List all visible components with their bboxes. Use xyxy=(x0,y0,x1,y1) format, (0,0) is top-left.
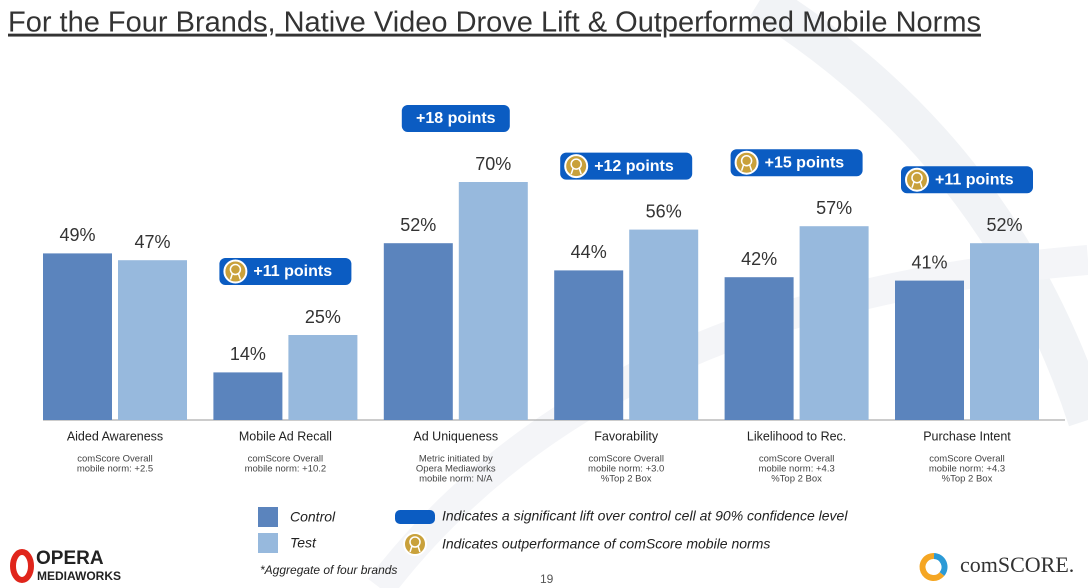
data-label: 47% xyxy=(134,232,170,252)
lift-badge xyxy=(901,166,1033,194)
medal-icon-ribbon xyxy=(570,167,582,175)
medal-icon xyxy=(734,150,759,175)
category-note: mobile norm: +10.2 xyxy=(245,464,327,475)
bar xyxy=(724,277,794,420)
lift-badge-text: +18 points xyxy=(416,110,496,127)
category-note: comScore Overall xyxy=(759,454,835,465)
category-note: %Top 2 Box xyxy=(601,474,652,485)
medal-icon xyxy=(564,154,589,179)
bar xyxy=(970,243,1039,420)
category-note: %Top 2 Box xyxy=(942,474,993,485)
comscore-logo-mark xyxy=(919,553,945,581)
medal-icon-inner xyxy=(570,158,582,170)
medal-icon-inner xyxy=(740,154,753,167)
bar xyxy=(118,260,187,420)
medal-icon xyxy=(223,259,248,284)
category-note: mobile norm: +3.0 xyxy=(588,464,664,475)
data-label: 14% xyxy=(230,344,266,364)
comscore-logo-text: comSCORE. xyxy=(960,552,1074,577)
legend-swatch xyxy=(258,533,278,553)
medal-icon-inner xyxy=(911,171,923,184)
opera-logo-subtext: MEDIAWORKS xyxy=(37,569,121,583)
legend-lift-swatch xyxy=(395,510,435,524)
bar xyxy=(213,372,283,420)
category-note: Metric initiated by xyxy=(419,454,493,465)
data-label: 70% xyxy=(475,154,511,174)
bar xyxy=(458,182,528,420)
data-label: 52% xyxy=(400,215,436,235)
data-label: 49% xyxy=(59,225,95,245)
data-label: 44% xyxy=(571,242,607,262)
bar xyxy=(383,243,453,420)
category-label: Purchase Intent xyxy=(923,429,1011,443)
medal-icon-ribbon xyxy=(229,273,242,280)
slide-title: For the Four Brands, Native Video Drove … xyxy=(8,7,981,39)
data-label: 25% xyxy=(305,307,341,327)
lift-badge xyxy=(401,105,510,132)
lift-badge xyxy=(560,152,693,180)
bar xyxy=(554,270,624,420)
medal-icon xyxy=(905,167,929,192)
category-label: Likelihood to Rec. xyxy=(747,429,846,443)
bar xyxy=(629,229,699,420)
lift-badge xyxy=(730,149,863,177)
data-label: 57% xyxy=(816,198,852,218)
category-note: %Top 2 Box xyxy=(771,474,822,485)
opera-logo-text: OPERA xyxy=(36,548,104,569)
category-note: comScore Overall xyxy=(77,454,153,465)
category-note: mobile norm: +4.3 xyxy=(758,464,834,475)
medal-icon xyxy=(403,532,427,556)
category-label: Favorability xyxy=(594,429,659,443)
category-note: comScore Overall xyxy=(929,454,1005,465)
lift-badge-text: +15 points xyxy=(765,154,845,171)
legend-norm-text: Indicates outperformance of comScore mob… xyxy=(442,536,770,552)
category-note: mobile norm: +4.3 xyxy=(929,464,1005,475)
comscore-logo-mark xyxy=(933,553,948,576)
medal-icon-ribbon xyxy=(409,545,421,553)
lift-badge-text: +11 points xyxy=(935,171,1014,188)
medal-icon-inner xyxy=(229,263,242,276)
lift-badge xyxy=(219,258,352,285)
page-number: 19 xyxy=(540,572,554,586)
lift-badge-text: +12 points xyxy=(594,158,674,175)
category-label: Aided Awareness xyxy=(67,429,163,443)
category-note: Opera Mediaworks xyxy=(416,464,496,475)
category-note: comScore Overall xyxy=(248,454,324,465)
bar xyxy=(43,253,112,420)
data-label: 52% xyxy=(986,215,1022,235)
medal-icon-inner xyxy=(409,536,421,548)
legend-label: Test xyxy=(290,535,317,551)
data-label: 42% xyxy=(741,249,777,269)
opera-logo-mark xyxy=(10,549,34,583)
legend-label: Control xyxy=(290,509,336,525)
legend-lift-text: Indicates a significant lift over contro… xyxy=(442,508,848,524)
footnote: *Aggregate of four brands xyxy=(260,563,397,577)
bar xyxy=(288,335,358,420)
bar xyxy=(895,280,964,420)
category-label: Ad Uniqueness xyxy=(413,429,498,443)
legend-swatch xyxy=(258,507,278,527)
medal-icon-ribbon xyxy=(911,181,923,188)
data-label: 56% xyxy=(646,201,682,221)
category-label: Mobile Ad Recall xyxy=(239,429,332,443)
data-label: 41% xyxy=(911,252,947,272)
medal-icon-ribbon xyxy=(740,164,753,171)
lift-badge-text: +11 points xyxy=(253,263,332,280)
bar xyxy=(799,226,869,420)
category-note: mobile norm: +2.5 xyxy=(77,464,153,475)
category-note: mobile norm: N/A xyxy=(419,474,493,485)
category-note: comScore Overall xyxy=(588,454,664,465)
